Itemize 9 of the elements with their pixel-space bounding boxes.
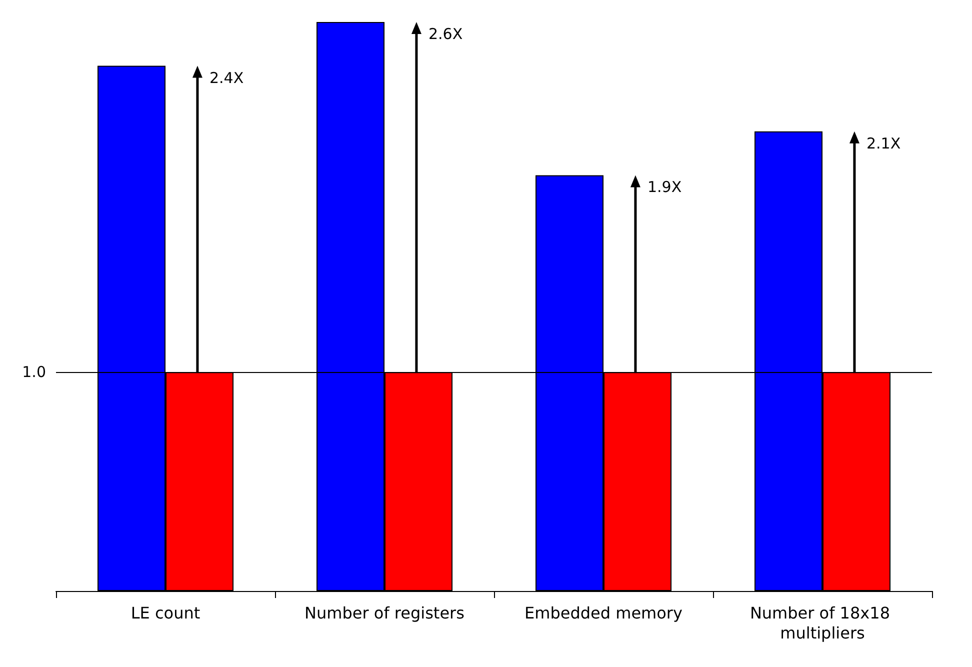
- annotation: 2.1X: [866, 134, 901, 152]
- annotation: 2.6X: [428, 25, 463, 43]
- annotation: 2.4X: [209, 68, 244, 87]
- x-tick-label: Number of registers: [304, 604, 464, 622]
- x-tick-label: Embedded memory: [524, 604, 682, 622]
- y-tick-label: 1.0: [22, 363, 46, 382]
- x-tick-label: LE count: [130, 604, 200, 622]
- x-tick-label: Number of 18x18 multipliers: [750, 604, 896, 642]
- annotation: 1.9X: [647, 178, 682, 196]
